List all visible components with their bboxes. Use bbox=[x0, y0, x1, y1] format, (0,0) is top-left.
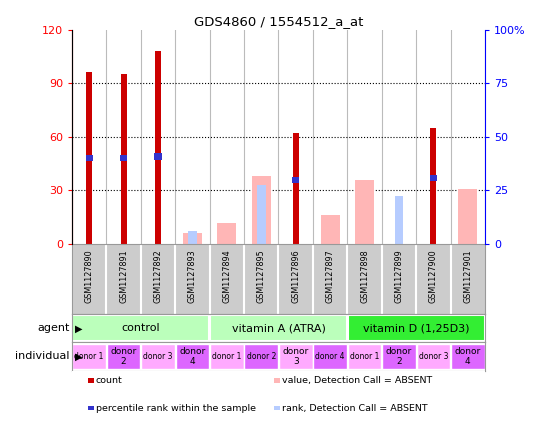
Text: GSM1127901: GSM1127901 bbox=[463, 250, 472, 303]
Bar bbox=[141, 343, 175, 369]
Text: individual: individual bbox=[15, 352, 69, 362]
Bar bbox=[293, 133, 298, 244]
Bar bbox=[321, 215, 340, 244]
Text: GSM1127893: GSM1127893 bbox=[188, 250, 197, 303]
Bar bbox=[416, 343, 450, 369]
Text: ▶: ▶ bbox=[75, 352, 82, 362]
Text: donor
4: donor 4 bbox=[455, 347, 481, 366]
Bar bbox=[155, 153, 161, 159]
Text: GSM1127896: GSM1127896 bbox=[291, 250, 300, 303]
Text: GSM1127891: GSM1127891 bbox=[119, 250, 128, 303]
Text: donor 2: donor 2 bbox=[247, 352, 276, 361]
Text: donor 4: donor 4 bbox=[316, 352, 345, 361]
Text: GSM1127899: GSM1127899 bbox=[394, 250, 403, 303]
Bar bbox=[120, 74, 127, 244]
Text: donor
4: donor 4 bbox=[179, 347, 206, 366]
Text: donor
2: donor 2 bbox=[386, 347, 412, 366]
Text: donor 1: donor 1 bbox=[75, 352, 104, 361]
Bar bbox=[72, 343, 106, 369]
Bar bbox=[348, 316, 484, 341]
Bar bbox=[155, 51, 161, 244]
Text: donor 1: donor 1 bbox=[212, 352, 241, 361]
Text: vitamin D (1,25D3): vitamin D (1,25D3) bbox=[363, 323, 470, 333]
Bar bbox=[355, 180, 374, 244]
Text: agent: agent bbox=[37, 323, 69, 333]
Bar bbox=[252, 176, 271, 244]
Bar bbox=[175, 343, 209, 369]
Bar bbox=[382, 343, 416, 369]
Title: GDS4860 / 1554512_a_at: GDS4860 / 1554512_a_at bbox=[194, 16, 363, 28]
Text: control: control bbox=[122, 323, 160, 333]
Bar bbox=[245, 343, 278, 369]
Text: GSM1127897: GSM1127897 bbox=[326, 250, 335, 303]
Bar bbox=[188, 231, 197, 244]
Bar bbox=[107, 343, 141, 369]
Text: GSM1127894: GSM1127894 bbox=[222, 250, 231, 303]
Bar bbox=[430, 175, 437, 181]
Text: percentile rank within the sample: percentile rank within the sample bbox=[96, 404, 256, 413]
Text: GSM1127895: GSM1127895 bbox=[257, 250, 266, 303]
Bar bbox=[210, 316, 347, 341]
Text: donor 1: donor 1 bbox=[350, 352, 379, 361]
Bar bbox=[72, 316, 209, 341]
Bar bbox=[395, 196, 403, 244]
Text: vitamin A (ATRA): vitamin A (ATRA) bbox=[231, 323, 326, 333]
Text: value, Detection Call = ABSENT: value, Detection Call = ABSENT bbox=[282, 376, 433, 385]
Bar bbox=[86, 155, 93, 161]
Text: GSM1127898: GSM1127898 bbox=[360, 250, 369, 303]
Text: donor
3: donor 3 bbox=[282, 347, 309, 366]
Text: GSM1127890: GSM1127890 bbox=[85, 250, 94, 303]
Bar bbox=[458, 189, 477, 244]
Bar bbox=[183, 233, 202, 244]
Bar bbox=[430, 128, 437, 244]
Bar bbox=[217, 222, 236, 244]
Bar bbox=[86, 72, 92, 244]
Text: donor 3: donor 3 bbox=[418, 352, 448, 361]
Text: donor
2: donor 2 bbox=[110, 347, 136, 366]
Bar bbox=[292, 176, 300, 183]
Text: ▶: ▶ bbox=[75, 323, 82, 333]
Bar bbox=[348, 343, 382, 369]
Bar bbox=[257, 185, 265, 244]
Text: count: count bbox=[96, 376, 123, 385]
Bar bbox=[279, 343, 312, 369]
Bar bbox=[313, 343, 347, 369]
Bar bbox=[120, 155, 127, 161]
Text: GSM1127900: GSM1127900 bbox=[429, 250, 438, 303]
Text: rank, Detection Call = ABSENT: rank, Detection Call = ABSENT bbox=[282, 404, 428, 413]
Bar bbox=[451, 343, 484, 369]
Text: GSM1127892: GSM1127892 bbox=[154, 250, 163, 303]
Text: donor 3: donor 3 bbox=[143, 352, 173, 361]
Bar bbox=[210, 343, 244, 369]
